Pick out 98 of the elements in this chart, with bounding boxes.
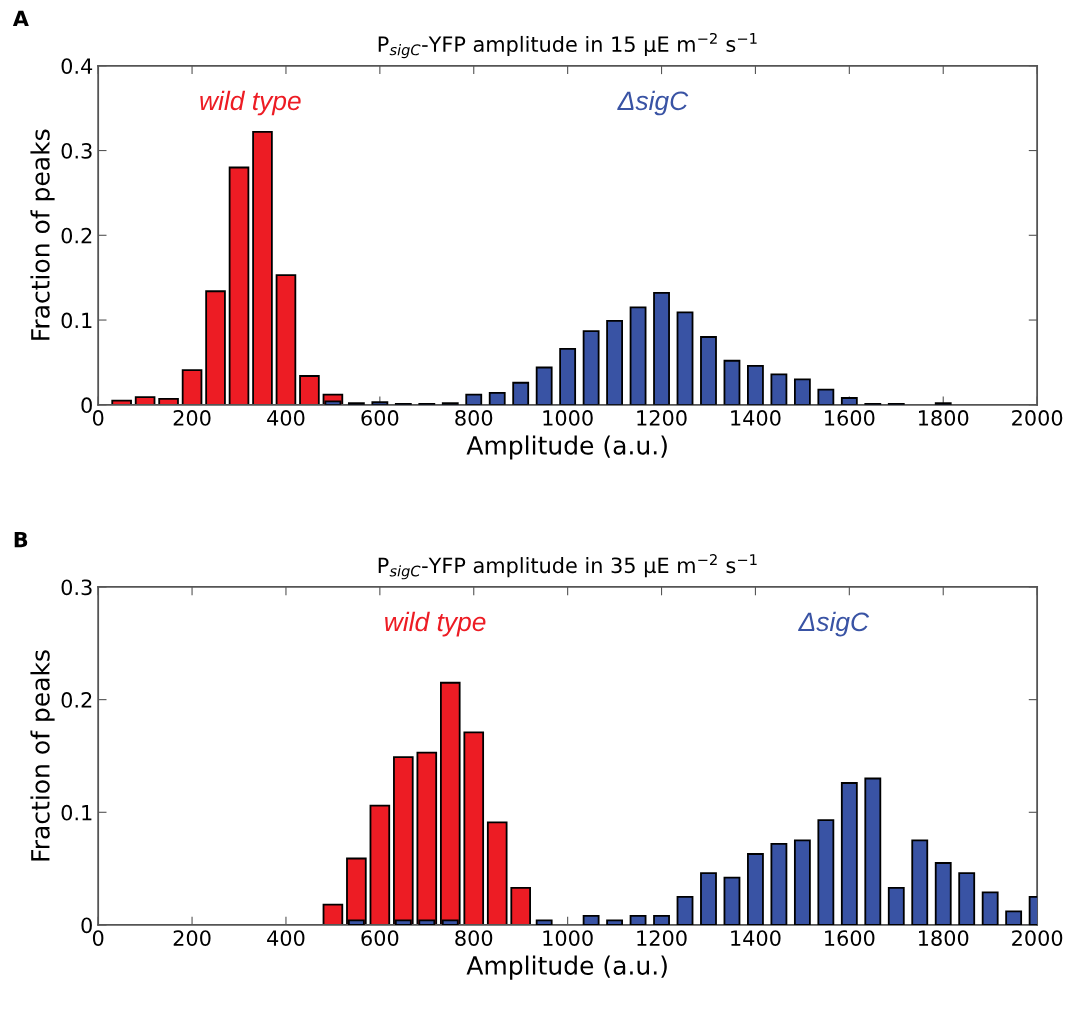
x-tick-label: 800 bbox=[455, 410, 493, 426]
x-axis-title: Amplitude (a.u.) bbox=[466, 955, 667, 980]
x-tick-label: 400 bbox=[267, 410, 305, 426]
bar bbox=[465, 393, 483, 405]
x-tick-label: 1800 bbox=[919, 930, 969, 946]
x-tick-label: 400 bbox=[267, 930, 305, 946]
x-tick-label: 1600 bbox=[825, 930, 875, 946]
x-tick-label: 1400 bbox=[731, 410, 781, 426]
x-tick-label: 600 bbox=[361, 410, 399, 426]
bar bbox=[371, 401, 389, 405]
bar bbox=[252, 130, 273, 405]
bar bbox=[369, 804, 391, 925]
y-axis-title: Fraction of peaks bbox=[30, 650, 55, 861]
bar bbox=[299, 375, 320, 405]
x-tick-label: 600 bbox=[361, 930, 399, 946]
bar bbox=[864, 777, 882, 925]
bar bbox=[700, 336, 717, 405]
bar bbox=[629, 306, 647, 405]
bar bbox=[582, 915, 600, 925]
y-tick-label: 0 bbox=[81, 397, 92, 414]
bar bbox=[416, 751, 438, 925]
text: A bbox=[12, 10, 29, 26]
x-tick-label: 1200 bbox=[637, 410, 687, 426]
chart-title: P$_{sigC}$-YFP amplitude in 15 μE m$^{−2}$ s$^{−1}$ bbox=[378, 32, 757, 59]
y-tick-label: 0.3 bbox=[61, 579, 92, 596]
bar bbox=[510, 886, 531, 925]
x-tick-label: 800 bbox=[455, 930, 493, 946]
bar bbox=[723, 359, 741, 405]
bar bbox=[1005, 910, 1023, 925]
bar bbox=[228, 166, 250, 405]
bar bbox=[582, 330, 600, 405]
bar bbox=[887, 886, 905, 925]
text: B bbox=[14, 531, 28, 548]
series-label: wild type bbox=[200, 90, 301, 116]
bar bbox=[770, 842, 788, 925]
bar bbox=[535, 366, 553, 405]
x-tick-label: 200 bbox=[173, 930, 211, 946]
bar bbox=[770, 373, 788, 405]
y-tick-label: 0.2 bbox=[61, 692, 92, 708]
y-tick-label: 0 bbox=[81, 917, 92, 934]
bar bbox=[676, 311, 694, 405]
bar bbox=[134, 396, 156, 405]
bar bbox=[793, 839, 811, 925]
bar bbox=[747, 853, 764, 925]
bar bbox=[934, 862, 952, 925]
bar bbox=[817, 388, 835, 405]
x-tick-label: 1200 bbox=[637, 930, 687, 946]
y-axis-title: Fraction of peaks bbox=[30, 129, 55, 340]
bar bbox=[653, 915, 670, 925]
bar bbox=[463, 731, 485, 925]
bar bbox=[676, 895, 694, 925]
bar bbox=[346, 857, 367, 925]
y-tick-label: 0.2 bbox=[61, 227, 92, 244]
bar bbox=[488, 392, 506, 405]
bar bbox=[205, 290, 226, 405]
x-tick-label: 2000 bbox=[1012, 930, 1063, 946]
bar bbox=[653, 292, 670, 405]
bar bbox=[793, 378, 811, 405]
bar bbox=[700, 872, 717, 925]
bar bbox=[439, 681, 461, 925]
y-tick-label: 0.3 bbox=[61, 142, 92, 159]
bar bbox=[158, 397, 179, 405]
bar bbox=[606, 319, 624, 405]
bar bbox=[275, 274, 297, 405]
bar bbox=[629, 915, 647, 925]
x-tick-label: 0 bbox=[92, 410, 104, 426]
bar bbox=[559, 347, 577, 405]
x-tick-label: 0 bbox=[92, 930, 104, 946]
bar bbox=[606, 919, 624, 925]
bar bbox=[981, 891, 999, 925]
text: wild type bbox=[385, 611, 486, 637]
x-axis-title: Amplitude (a.u.) bbox=[466, 435, 667, 460]
bar bbox=[840, 782, 858, 925]
bar bbox=[723, 876, 741, 925]
bar bbox=[535, 919, 553, 925]
bar bbox=[393, 756, 414, 925]
bar bbox=[840, 397, 858, 405]
x-tick-label: 2000 bbox=[1012, 410, 1063, 426]
x-tick-label: 1000 bbox=[543, 930, 593, 946]
bar bbox=[322, 903, 344, 925]
bar bbox=[512, 381, 530, 405]
chart-title: P$_{sigC}$-YFP amplitude in 35 μE m$^{−2}$ s$^{−1}$ bbox=[378, 554, 757, 580]
x-tick-label: 1800 bbox=[919, 410, 969, 426]
bar bbox=[817, 819, 835, 925]
y-tick-label: 0.4 bbox=[61, 58, 93, 74]
text: ΔsigC bbox=[798, 611, 870, 637]
text: ΔsigC bbox=[617, 90, 689, 116]
y-tick-label: 0.1 bbox=[61, 312, 92, 329]
x-tick-label: 1400 bbox=[731, 930, 781, 946]
bar bbox=[486, 821, 508, 925]
x-tick-label: 200 bbox=[173, 410, 211, 426]
bar bbox=[181, 369, 203, 405]
bar bbox=[911, 839, 929, 925]
x-tick-label: 1600 bbox=[825, 410, 875, 426]
bar bbox=[747, 364, 764, 405]
x-tick-label: 1000 bbox=[543, 410, 593, 426]
bar bbox=[958, 872, 976, 925]
y-tick-label: 0.1 bbox=[61, 804, 92, 821]
